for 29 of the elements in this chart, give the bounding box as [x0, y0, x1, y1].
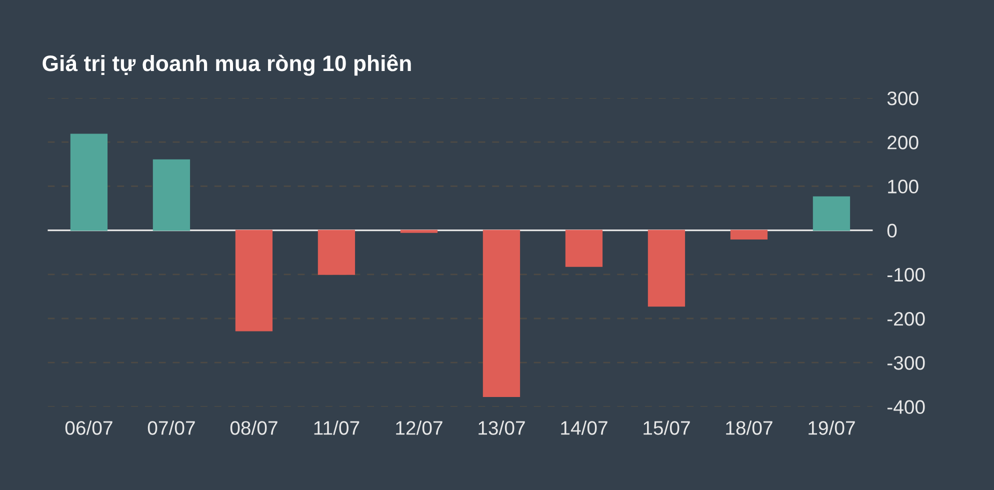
x-tick-label: 07/07: [148, 420, 195, 435]
y-tick-label: 300: [887, 91, 918, 106]
y-tick-label: 200: [888, 136, 918, 150]
bar: [70, 134, 108, 231]
bar: [152, 159, 190, 231]
x-tick-label: 19/07: [808, 420, 855, 435]
bar: [730, 230, 768, 240]
bar: [648, 230, 686, 307]
y-tick-label: -400: [887, 400, 925, 414]
x-tick-label: 06/07: [65, 420, 112, 435]
bar: [482, 230, 520, 397]
y-tick-label: 0: [887, 224, 897, 238]
y-tick-label: -100: [887, 268, 925, 282]
x-tick-label: 15/07: [644, 420, 690, 435]
y-tick-label: -200: [887, 312, 925, 326]
bar: [235, 230, 273, 332]
x-tick-label: 13/07: [478, 420, 525, 435]
x-tick-label: 11/07: [314, 420, 360, 435]
y-tick-label: -300: [887, 356, 925, 370]
bar: [812, 196, 850, 231]
x-tick-label: 08/07: [230, 420, 278, 435]
bar: [318, 230, 356, 275]
x-tick-label: 18/07: [726, 420, 772, 435]
bar: [400, 230, 438, 233]
chart-title: Giá trị tự doanh mua ròng 10 phiên: [42, 54, 411, 76]
bar: [565, 230, 603, 267]
x-tick-label: 14/07: [561, 420, 608, 435]
x-tick-label: 12/07: [396, 420, 442, 435]
y-tick-label: 100: [888, 180, 918, 194]
